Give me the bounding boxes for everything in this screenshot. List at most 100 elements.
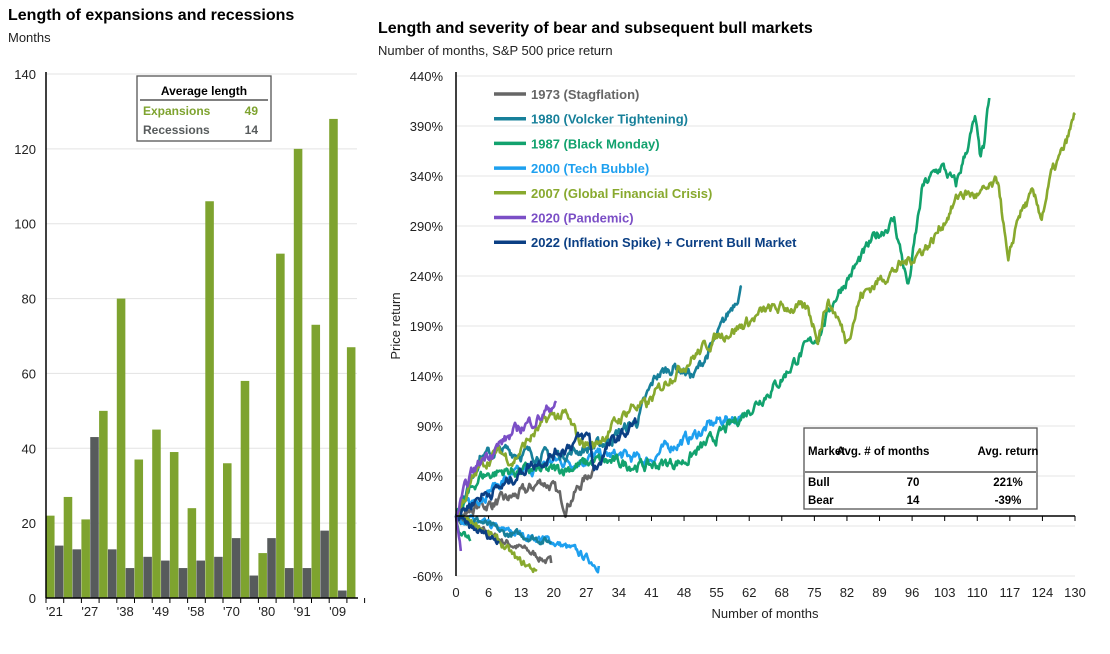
legend-title: Average length <box>161 84 247 98</box>
x-tick-label: 0 <box>452 585 459 600</box>
x-tick-label: 96 <box>905 585 919 600</box>
x-tick-label: '27 <box>81 604 98 619</box>
bear-line-5 <box>454 515 463 552</box>
recession-bar <box>214 556 223 598</box>
recession-bar <box>249 575 259 598</box>
recession-bar <box>143 556 152 598</box>
legend-box <box>136 75 272 142</box>
recession-bar <box>72 549 82 598</box>
bull-line-0 <box>455 465 596 526</box>
y-tick-label: 340% <box>410 169 444 184</box>
table-cell: Bull <box>808 477 830 489</box>
legend-label: 2000 (Tech Bubble) <box>531 161 649 176</box>
expansion-bar <box>329 118 338 599</box>
bull-line-4 <box>455 112 1077 518</box>
left-chart-title: Length of expansions and recessions <box>8 7 295 24</box>
expansion-bar <box>99 410 108 598</box>
right-chart-subtitle: Number of months, S&P 500 price return <box>378 43 613 58</box>
table-cell: -39% <box>995 495 1022 507</box>
legend-label: 2022 (Inflation Spike) + Current Bull Ma… <box>531 235 797 250</box>
legend-label: Recessions <box>143 123 210 137</box>
legend-label: Expansions <box>143 104 211 118</box>
recession-bar <box>267 538 276 598</box>
x-tick-label: 48 <box>677 585 691 600</box>
expansion-bar <box>116 298 126 598</box>
right-chart-title: Length and severity of bear and subseque… <box>378 20 813 37</box>
recession-bar <box>161 560 170 598</box>
legend-label: 1987 (Black Monday) <box>531 136 660 151</box>
legend-value: 49 <box>245 104 259 118</box>
y-tick-label: 40 <box>22 441 36 456</box>
bear-line-6 <box>454 515 500 546</box>
x-tick-label: 62 <box>742 585 756 600</box>
y-tick-label: 440% <box>410 69 444 84</box>
x-tick-label: '58 <box>188 604 205 619</box>
expansion-bar <box>205 201 214 598</box>
y-tick-label: -10% <box>413 519 444 534</box>
recession-bar <box>125 568 135 598</box>
expansion-bar <box>169 452 179 598</box>
expansion-bar <box>81 519 90 598</box>
x-tick-label: 130 <box>1064 585 1086 600</box>
recession-bar <box>231 538 241 598</box>
legend-value: 14 <box>245 123 259 137</box>
x-tick-label: '09 <box>329 604 346 619</box>
expansion-bar <box>276 253 285 598</box>
legend-label: 1980 (Volcker Tightening) <box>531 112 688 127</box>
x-tick-label: 55 <box>709 585 723 600</box>
y-tick-label: 190% <box>410 319 444 334</box>
legend-label: 2020 (Pandemic) <box>531 211 634 226</box>
y-tick-label: 390% <box>410 119 444 134</box>
x-tick-label: 75 <box>807 585 821 600</box>
table-cell: 221% <box>993 477 1022 489</box>
expansion-bar <box>258 553 267 598</box>
y-tick-label: 140% <box>410 369 444 384</box>
expansion-bar <box>293 148 303 598</box>
x-axis-title: Number of months <box>712 606 819 621</box>
x-tick-label: 20 <box>547 585 561 600</box>
bull-line-1 <box>455 284 743 518</box>
recession-bar <box>54 545 64 598</box>
expansion-bar <box>46 515 55 598</box>
table-cell: Bear <box>808 495 834 507</box>
y-tick-label: 20 <box>22 516 36 531</box>
recession-bar <box>338 590 347 598</box>
x-tick-label: '21 <box>46 604 63 619</box>
table-cell: 14 <box>907 495 920 507</box>
y-tick-label: 290% <box>410 219 444 234</box>
recession-bar <box>178 568 188 598</box>
recession-bar <box>196 560 205 598</box>
table-header: Avg. # of months <box>837 446 930 458</box>
x-tick-label: 82 <box>840 585 854 600</box>
table-header: Avg. return <box>978 446 1039 458</box>
x-tick-label: 103 <box>934 585 956 600</box>
bull-line-3 <box>454 414 742 517</box>
legend-label: 1973 (Stagflation) <box>531 87 639 102</box>
recession-bar <box>302 568 312 598</box>
y-tick-label: 90% <box>417 419 443 434</box>
x-tick-label: '49 <box>152 604 169 619</box>
y-tick-label: 0 <box>29 591 36 606</box>
bear-line-3 <box>454 512 601 574</box>
recession-bar <box>90 437 99 598</box>
y-tick-label: 80 <box>22 292 36 307</box>
expansion-bar <box>240 380 250 598</box>
recession-bar <box>284 568 294 598</box>
expansion-bar <box>152 429 161 598</box>
x-tick-label: 110 <box>967 585 988 600</box>
expansion-bar <box>223 463 232 598</box>
table-cell: 70 <box>907 477 920 489</box>
x-tick-label: 117 <box>999 585 1020 600</box>
x-tick-label: '91 <box>294 604 311 619</box>
x-tick-label: '70 <box>223 604 240 619</box>
expansion-bar <box>346 347 356 598</box>
x-tick-label: 34 <box>612 585 626 600</box>
x-tick-label: 27 <box>579 585 593 600</box>
y-axis-title: Price return <box>388 292 403 359</box>
x-tick-label: 6 <box>485 585 492 600</box>
expansion-bar <box>63 496 73 598</box>
recession-bar <box>320 530 329 598</box>
x-tick-label: '80 <box>258 604 275 619</box>
table-header: Market <box>808 446 845 458</box>
